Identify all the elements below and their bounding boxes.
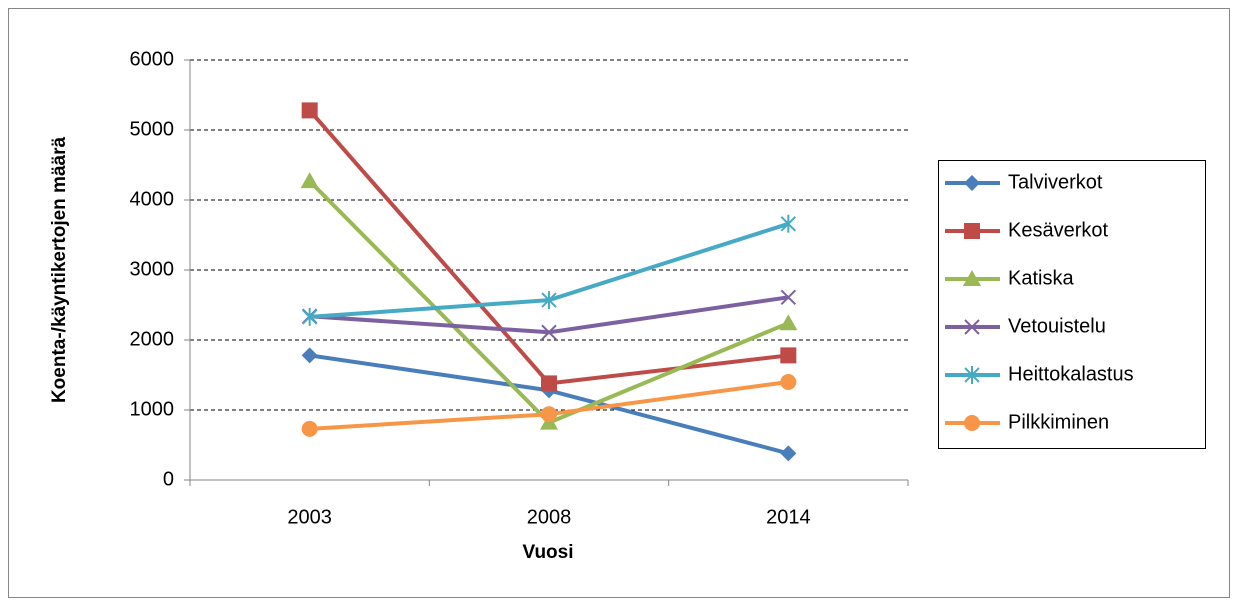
marker — [300, 172, 319, 189]
legend-label: Pilkkiminen — [1008, 411, 1109, 433]
y-tick-label: 3000 — [130, 258, 175, 280]
marker — [301, 420, 318, 437]
x-tick-label: 2008 — [527, 506, 572, 528]
x-axis-title: Vuosi — [522, 542, 573, 563]
legend-marker — [964, 319, 980, 335]
marker — [780, 445, 797, 462]
legend-box — [938, 160, 1206, 449]
legend-marker — [963, 270, 981, 286]
y-tick-label: 4000 — [130, 188, 175, 210]
x-tick-label: 2014 — [766, 506, 811, 528]
marker — [779, 314, 798, 331]
legend-label: Vetouistelu — [1008, 315, 1106, 337]
y-tick-label: 5000 — [130, 118, 175, 140]
marker — [780, 347, 797, 364]
y-axis-title: Koenta-/käyntikertojen määrä — [49, 137, 70, 404]
legend-marker — [964, 366, 980, 384]
marker — [301, 347, 318, 364]
marker — [301, 307, 318, 326]
marker — [541, 375, 557, 392]
marker — [541, 324, 557, 341]
marker — [541, 291, 557, 310]
y-tick-label: 0 — [163, 468, 174, 490]
marker — [780, 289, 797, 306]
x-tick-label: 2003 — [287, 506, 332, 528]
y-tick-label: 1000 — [130, 398, 175, 420]
legend-label: Katiska — [1008, 267, 1074, 289]
legend-marker — [964, 175, 980, 191]
marker — [780, 214, 797, 233]
y-tick-label: 2000 — [130, 328, 175, 350]
legend-marker — [964, 223, 980, 239]
legend-label: Kesäverkot — [1008, 219, 1108, 241]
legend-marker — [964, 415, 980, 431]
legend-label: Talviverkot — [1008, 171, 1103, 193]
marker — [780, 374, 797, 390]
marker — [301, 102, 318, 119]
legend-label: Heittokalastus — [1008, 363, 1134, 385]
marker — [541, 406, 557, 423]
y-tick-label: 6000 — [130, 48, 175, 70]
